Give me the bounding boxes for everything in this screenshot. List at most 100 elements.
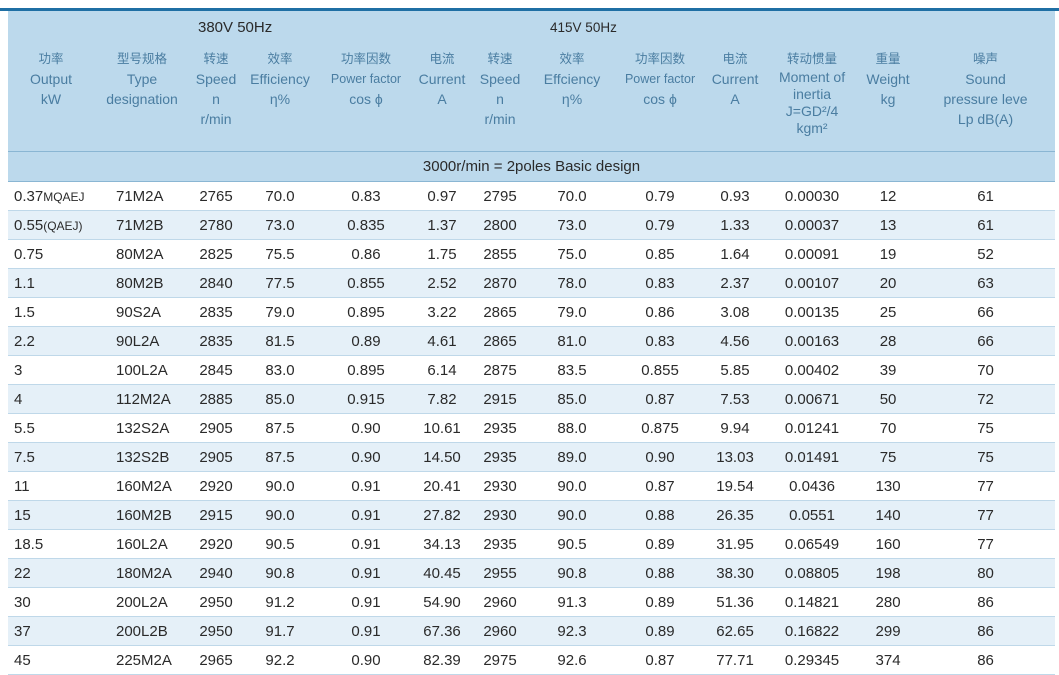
output-suffix: (QAEJ) (43, 218, 83, 233)
cell-weight: 75 (860, 442, 917, 472)
cell-speed380: 2905 (190, 442, 242, 472)
output-value: 0.75 (14, 245, 44, 263)
cell-cur380: 7.82 (414, 384, 471, 414)
cell-cur415: 7.53 (706, 384, 765, 414)
cell-inertia: 0.00091 (764, 239, 861, 269)
cell-output: 0.55(QAEJ) (8, 210, 94, 240)
cell-noise: 86 (916, 645, 1056, 675)
cell-output: 2.2 (8, 326, 94, 356)
cell-eff415: 75.0 (530, 239, 615, 269)
cell-cur380: 54.90 (414, 587, 471, 617)
cell-type: 90L2A (94, 326, 190, 356)
cell-type: 160L2A (94, 529, 190, 559)
cell-weight: 70 (860, 413, 917, 443)
table-row: 0.75 80M2A 2825 75.5 0.86 1.75 2855 75.0 0.85 1.6… (8, 239, 1056, 269)
column-header-line: Speed (479, 71, 521, 87)
column-header-line: Lp dB(A) (957, 111, 1014, 127)
cell-pf380: 0.83 (318, 181, 414, 211)
cell-eff380: 90.0 (242, 471, 318, 501)
cell-speed415: 2935 (470, 413, 531, 443)
column-header: 转速 Speed n r/min (470, 43, 531, 152)
cell-weight: 28 (860, 326, 917, 356)
motor-data-table: 380V 50Hz 415V 50Hz 功率 Output kW 型号规格 Type de… (8, 11, 1056, 675)
table-row: 1.1 80M2B 2840 77.5 0.855 2.52 2870 78.0 0.83 2.3… (8, 268, 1056, 298)
cell-inertia: 0.00402 (764, 355, 861, 385)
table-row: 30 200L2A 2950 91.2 0.91 54.90 2960 91.3 0.89 51.… (8, 587, 1056, 617)
cell-speed415: 2795 (470, 181, 531, 211)
column-header-line: Sound (965, 71, 1006, 87)
cell-weight: 25 (860, 297, 917, 327)
column-header: 转速 Speed n r/min (190, 43, 242, 152)
cell-output: 22 (8, 558, 94, 588)
cell-cur415: 51.36 (706, 587, 765, 617)
cell-weight: 19 (860, 239, 917, 269)
cell-eff415: 90.0 (530, 500, 615, 530)
cell-pf380: 0.90 (318, 442, 414, 472)
cell-speed380: 2915 (190, 500, 242, 530)
cell-output: 30 (8, 587, 94, 617)
cell-pf380: 0.835 (318, 210, 414, 240)
column-header-line: kW (40, 91, 62, 107)
cell-eff415: 92.6 (530, 645, 615, 675)
cell-speed380: 2835 (190, 326, 242, 356)
output-value: 30 (14, 593, 31, 611)
cell-eff415: 70.0 (530, 181, 615, 211)
cell-cur380: 6.14 (414, 355, 471, 385)
column-header-line: kg (880, 91, 896, 107)
voltage-415-label: 415V 50Hz (470, 11, 1056, 43)
cell-cur380: 14.50 (414, 442, 471, 472)
column-header-line: kgm² (796, 120, 828, 136)
cell-pf380: 0.89 (318, 326, 414, 356)
table-row: 3 100L2A 2845 83.0 0.895 6.14 2875 83.5 0.855 5.8… (8, 355, 1056, 385)
column-header-line: A (730, 91, 740, 107)
cell-noise: 80 (916, 558, 1056, 588)
cell-pf380: 0.91 (318, 558, 414, 588)
column-header-row: 功率 Output kW 型号规格 Type designation 转速 Speed n r/m… (8, 43, 1056, 152)
cell-inertia: 0.00135 (764, 297, 861, 327)
cell-speed380: 2765 (190, 181, 242, 211)
cell-type: 90S2A (94, 297, 190, 327)
column-header: 电流 Current A (414, 43, 471, 152)
cell-eff380: 81.5 (242, 326, 318, 356)
cell-cur415: 4.56 (706, 326, 765, 356)
cell-pf415: 0.87 (614, 384, 707, 414)
cell-weight: 50 (860, 384, 917, 414)
cell-pf415: 0.83 (614, 268, 707, 298)
cell-inertia: 0.16822 (764, 616, 861, 646)
cell-speed415: 2960 (470, 587, 531, 617)
cell-pf415: 0.87 (614, 471, 707, 501)
cell-type: 132S2A (94, 413, 190, 443)
cell-eff380: 77.5 (242, 268, 318, 298)
column-header-line: inertia (792, 86, 832, 102)
cell-weight: 374 (860, 645, 917, 675)
output-suffix: MQAEJ (43, 189, 85, 204)
cell-output: 3 (8, 355, 94, 385)
cell-cur415: 62.65 (706, 616, 765, 646)
column-header-line: r/min (200, 111, 232, 127)
cell-speed380: 2845 (190, 355, 242, 385)
column-header-line: cos ϕ (643, 91, 677, 107)
cell-output: 18.5 (8, 529, 94, 559)
cell-eff380: 73.0 (242, 210, 318, 240)
cell-cur415: 31.95 (706, 529, 765, 559)
cell-output: 37 (8, 616, 94, 646)
cell-pf380: 0.91 (318, 616, 414, 646)
cell-speed380: 2965 (190, 645, 242, 675)
table-row: 0.55(QAEJ) 71M2B 2780 73.0 0.835 1.37 2800 73.0… (8, 210, 1056, 240)
cell-eff415: 79.0 (530, 297, 615, 327)
column-header-line: A (437, 91, 447, 107)
table-row: 18.5 160L2A 2920 90.5 0.91 34.13 2935 90.5 0.89 3… (8, 529, 1056, 559)
cell-cur415: 13.03 (706, 442, 765, 472)
cell-cur415: 1.64 (706, 239, 765, 269)
cell-inertia: 0.29345 (764, 645, 861, 675)
section-body: 3000r/min = 2poles Basic design (8, 151, 1056, 182)
output-value: 18.5 (14, 535, 44, 553)
cell-eff380: 79.0 (242, 297, 318, 327)
column-header-line: pressure leve (943, 91, 1028, 107)
column-header: 重量 Weight kg (860, 43, 917, 152)
cell-speed380: 2885 (190, 384, 242, 414)
cell-pf415: 0.88 (614, 500, 707, 530)
output-value: 37 (14, 622, 31, 640)
column-header: 效率 Effciency η% (530, 43, 615, 152)
cell-eff380: 90.8 (242, 558, 318, 588)
